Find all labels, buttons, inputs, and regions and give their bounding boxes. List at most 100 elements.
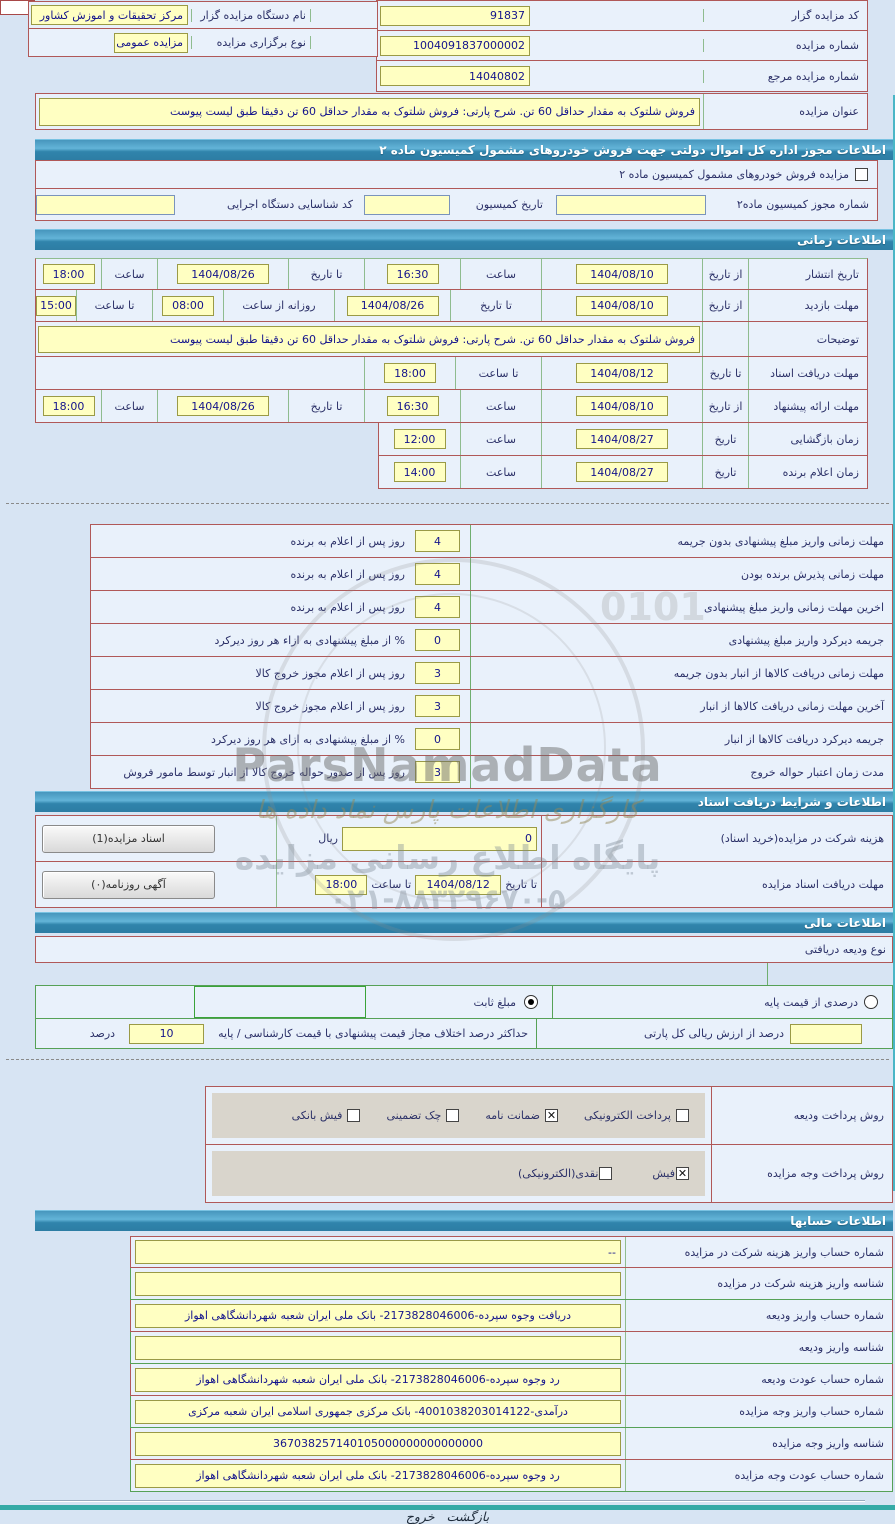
visit-daily-from-input[interactable]: 08:00 — [162, 295, 214, 316]
permit-fields-row: شماره مجوز کمیسیون ماده۲ تاریخ کمیسیون ک… — [36, 189, 877, 220]
table-row: مهلت زمانی پذیرش برنده بودن 4 روز پس از ا… — [90, 558, 893, 591]
docs-receive-date-input[interactable]: 1404/08/12 — [415, 874, 502, 895]
commission-permit-number-input[interactable] — [556, 194, 706, 215]
winner-announce-row: زمان اعلام برنده تاریخ 1404/08/27 ساعت 1… — [378, 456, 868, 489]
hour-label: ساعت — [460, 259, 541, 289]
from-date-label: از تاریخ — [702, 259, 748, 289]
certified-check-checkbox[interactable] — [446, 1109, 460, 1122]
opening-date-input[interactable]: 1404/08/27 — [576, 429, 668, 449]
hour-label: ساعت — [460, 423, 541, 455]
spacer-cell — [36, 357, 364, 389]
receipt-checkbox[interactable] — [676, 1167, 689, 1180]
publish-hour-input[interactable]: 16:30 — [386, 264, 439, 284]
agency-name-input[interactable]: مرکز تحقیقات و اموزش کشاور — [31, 5, 188, 25]
currency-unit-label: ریال — [318, 832, 338, 845]
electronic-payment-checkbox[interactable] — [676, 1109, 689, 1122]
back-link[interactable]: بازگشت — [446, 1509, 490, 1524]
description-label: توضیحات — [748, 322, 867, 356]
description-input[interactable]: فروش شلتوک به مقدار حداقل 60 تن. شرح پار… — [38, 325, 700, 353]
auction-code-input[interactable]: 91837 — [380, 5, 530, 26]
account-row: شناسه واریز هزینه شرکت در مزایده — [130, 1268, 893, 1300]
electronic-payment-label: پرداخت الکترونیکی — [584, 1109, 671, 1122]
max-diff-input[interactable]: 10 — [129, 1023, 205, 1044]
guarantee-letter-checkbox[interactable] — [545, 1109, 558, 1122]
account-value-input[interactable]: دریافت وجوه سپرده-2173828046006- بانک مل… — [135, 1303, 621, 1328]
deadline-suffix: روز پس از اعلام مجوز خروج کالا — [255, 666, 406, 680]
winner-hour-input[interactable]: 14:00 — [393, 462, 446, 482]
table-row: شماره مزایده 1004091837000002 — [377, 31, 867, 61]
visit-from-date-input[interactable]: 1404/08/10 — [576, 295, 668, 316]
deadline-value-input[interactable]: 4 — [415, 563, 460, 585]
account-value-input[interactable]: 367038257140105000000000000000 — [135, 1431, 621, 1456]
party-percent-label: درصد از ارزش ریالی کل پارتی — [643, 1027, 784, 1040]
account-row: شماره حساب عودت وجه مزایده رد وجوه سپرده… — [130, 1460, 893, 1492]
bank-receipt-checkbox[interactable] — [347, 1109, 361, 1122]
winner-date-input[interactable]: 1404/08/27 — [576, 462, 668, 482]
vehicle-commission-checkbox[interactable] — [855, 168, 868, 181]
offer-hour2-input[interactable]: 18:00 — [42, 396, 95, 416]
until-hour-label: تا ساعت — [76, 290, 152, 321]
to-date-label: تا تاریخ — [702, 357, 748, 389]
deadline-label: جریمه دیرکرد واریز مبلغ پیشنهادی — [470, 624, 892, 656]
publish-to-date-input[interactable]: 1404/08/26 — [177, 264, 269, 284]
deadline-value-input[interactable]: 3 — [415, 662, 460, 684]
deadline-suffix: % از مبلغ پیشنهادی به ازاء هر روز دیرکرد — [214, 633, 405, 647]
auction-title-input[interactable]: فروش شلتوک به مقدار حداقل 60 تن. شرح پار… — [39, 97, 700, 126]
account-value-input[interactable] — [135, 1335, 621, 1360]
deposit-type-label: نوع ودیعه دریافتی — [804, 943, 886, 956]
agency-id-code-label: کد شناسایی دستگاه اجرایی — [226, 198, 353, 211]
deadline-value-input[interactable]: 0 — [415, 629, 460, 651]
cash-electronic-checkbox[interactable] — [599, 1167, 613, 1180]
deadline-value-input[interactable]: 0 — [415, 728, 460, 750]
account-row: شماره حساب عودت ودیعه رد وجوه سپرده-2173… — [130, 1364, 893, 1396]
auction-ref-input[interactable]: 14040802 — [380, 66, 530, 86]
footer-divider — [30, 1500, 865, 1502]
offer-hour-input[interactable]: 16:30 — [386, 396, 439, 416]
auction-docs-button[interactable]: اسناد مزایده(1) — [42, 824, 215, 853]
publish-hour2-input[interactable]: 18:00 — [42, 264, 95, 284]
table-row: آخرین مهلت زمانی دریافت کالاها از انبار … — [90, 690, 893, 723]
party-percent-input[interactable] — [790, 1023, 862, 1044]
deadline-value-input[interactable]: 4 — [415, 530, 460, 552]
section-header-financial: اطلاعات مالی — [35, 912, 893, 933]
docs-receive-hour-input[interactable]: 18:00 — [315, 874, 368, 895]
deadline-suffix: روز پس از صدور حواله خروج کالا از انبار … — [123, 765, 405, 779]
fee-payment-row: روش پرداخت وجه مزایده فیش نقدی(الکترونیک… — [206, 1145, 892, 1202]
bank-receipt-label: فیش بانکی — [291, 1109, 343, 1122]
account-value-input[interactable]: درآمدی-4001038203014122- بانک مرکزی جمهو… — [135, 1399, 621, 1424]
percent-unit-label: درصد — [89, 1027, 116, 1040]
fixed-amount-radio[interactable] — [524, 995, 538, 1009]
commission-date-input[interactable] — [364, 194, 450, 215]
docs-deadline-hour-input[interactable]: 18:00 — [384, 363, 436, 383]
account-value-input[interactable] — [135, 1271, 621, 1296]
auction-type-input[interactable]: مزایده عمومی — [114, 32, 188, 53]
deadline-value-input[interactable]: 4 — [415, 596, 460, 618]
participation-fee-input[interactable]: 0 — [342, 826, 537, 851]
visit-to-date-input[interactable]: 1404/08/26 — [346, 295, 439, 316]
agency-id-code-input[interactable] — [36, 194, 175, 215]
offer-from-date-input[interactable]: 1404/08/10 — [576, 396, 668, 416]
spacer-cell — [702, 322, 748, 356]
auction-number-input[interactable]: 1004091837000002 — [380, 35, 530, 56]
publish-from-date-input[interactable]: 1404/08/10 — [576, 264, 668, 284]
newspaper-ad-button[interactable]: آگهی روزنامه(۰) — [42, 870, 215, 899]
exit-link[interactable]: خروج — [405, 1509, 435, 1524]
percent-of-base-radio[interactable] — [864, 995, 878, 1009]
deadline-value-input[interactable]: 3 — [415, 695, 460, 717]
offer-to-date-input[interactable]: 1404/08/26 — [177, 396, 269, 416]
opening-hour-input[interactable]: 12:00 — [393, 429, 446, 449]
account-value-input[interactable]: رد وجوه سپرده-2173828046006- بانک ملی ای… — [135, 1367, 621, 1392]
until-hour-label: تا ساعت — [455, 357, 541, 389]
deadline-value-input[interactable]: 3 — [415, 761, 460, 783]
hour-label: ساعت — [101, 390, 157, 422]
account-value-input[interactable]: رد وجوه سپرده-2173828046006- بانک ملی ای… — [135, 1463, 621, 1488]
fixed-amount-input[interactable] — [193, 986, 366, 1018]
table-row: مهلت زمانی واریز مبلغ پیشنهادی بدون جریم… — [90, 525, 893, 558]
deadline-suffix: روز پس از اعلام مجوز خروج کالا — [255, 699, 406, 713]
visit-daily-to-input[interactable]: 15:00 — [36, 295, 76, 316]
account-value-input[interactable]: -- — [135, 1240, 621, 1264]
fixed-amount-label: مبلغ ثابت — [473, 995, 516, 1009]
docs-deadline-date-input[interactable]: 1404/08/12 — [576, 363, 668, 383]
daily-from-hour-label: روزانه از ساعت — [223, 290, 334, 321]
auction-title-label: عنوان مزایده — [703, 94, 867, 129]
